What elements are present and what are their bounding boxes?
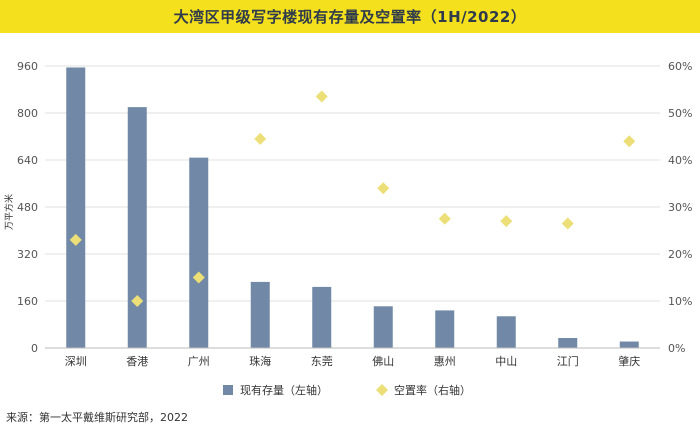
vacancy-point-中山 [500,215,513,228]
left-axis-tick-label: 160 [17,295,38,308]
bar-香港 [127,107,147,348]
category-label: 深圳 [65,355,87,368]
bar-深圳 [66,67,86,348]
vacancy-point-肇庆 [623,135,636,148]
vacancy-point-珠海 [254,132,267,145]
category-label: 广州 [188,355,210,368]
vacancy-point-佛山 [377,182,390,195]
right-axis-tick-label: 60% [668,60,692,73]
vacancy-point-广州 [192,271,205,284]
left-axis-tick-label: 320 [17,248,38,261]
vacancy-point-惠州 [438,212,451,225]
legend-diamond-label: 空置率（右轴） [394,383,471,397]
left-axis-tick-label: 480 [17,201,38,214]
legend-bar-swatch [223,385,233,395]
category-label: 佛山 [372,355,394,368]
legend-diamond-swatch [376,384,388,396]
left-axis-tick-label: 0 [31,342,38,355]
category-label: 珠海 [249,354,271,368]
legend-bar-label: 现有存量（左轴） [240,383,328,397]
right-axis-tick-label: 50% [668,107,692,120]
chart-title: 大湾区甲级写字楼现有存量及空置率（1H/2022） [173,8,527,26]
chart: 0 0% 160 10% 320 20% 480 30% 640 40% 800 50% 960 60% 万… [3,60,692,397]
vacancy-point-东莞 [315,90,328,103]
right-axis-tick-label: 0% [668,342,685,355]
bar-广州 [189,157,209,348]
right-axis-tick-label: 10% [668,295,692,308]
bar-佛山 [373,306,393,348]
bar-中山 [496,316,516,348]
left-axis-tick-label: 960 [17,60,38,73]
source-note: 来源：第一太平戴维斯研究部，2022 [6,411,188,424]
category-label: 香港 [126,355,148,368]
left-axis-label: 万平方米 [3,194,15,230]
category-label: 惠州 [434,354,456,368]
left-axis-tick-label: 640 [17,154,38,167]
bar-东莞 [312,286,332,348]
vacancy-point-香港 [131,295,144,307]
left-axis-tick-label: 800 [17,107,38,120]
category-label: 中山 [495,355,517,368]
vacancy-point-江门 [561,217,574,230]
bar-惠州 [435,310,455,348]
vacancy-point-深圳 [69,233,82,246]
bar-珠海 [250,281,270,348]
category-label: 江门 [557,354,579,368]
right-axis-tick-label: 20% [668,248,692,261]
bar-肇庆 [619,341,639,348]
category-label: 肇庆 [618,354,640,368]
right-axis-tick-label: 30% [668,201,692,214]
right-axis-tick-label: 40% [668,154,692,167]
chart-title-bar: 大湾区甲级写字楼现有存量及空置率（1H/2022） [0,0,700,33]
category-label: 东莞 [311,355,333,368]
bar-江门 [558,338,578,348]
